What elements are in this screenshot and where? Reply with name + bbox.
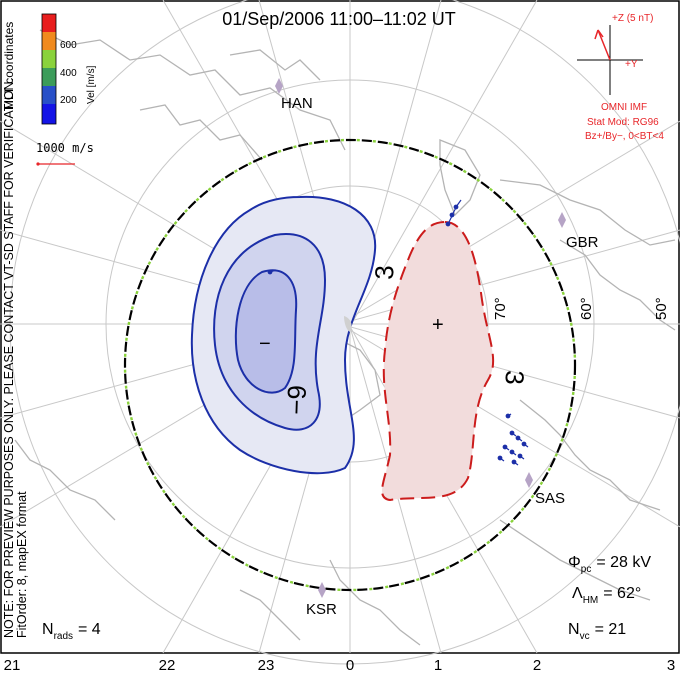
color-bar-border — [41, 13, 57, 125]
imf-bz-label: +Z (5 nT) — [612, 13, 653, 24]
imf-dial: +Z (5 nT) +Y OMNI IMF Stat Mod: RG96 Bz+… — [577, 13, 664, 142]
station-ksr-marker — [318, 582, 326, 598]
negative-contour-label: −9 — [281, 385, 312, 416]
color-bar-seg-3 — [42, 50, 56, 68]
negative-minimum-symbol: − — [259, 333, 271, 355]
color-bar-seg-6 — [42, 104, 56, 124]
mlt-axis: 21 22 23 0 1 2 3 — [4, 657, 676, 674]
vector-scale-dot — [36, 162, 40, 166]
mlt-label-3: 3 — [667, 657, 675, 674]
radar-stations: HAN GBR SAS KSR — [275, 78, 599, 618]
imf-vector-arrowhead — [594, 29, 604, 40]
station-gbr-label: GBR — [566, 234, 599, 251]
map-statistics: Φpc = 28 kV ΛHM = 62° Nvc = 21 Nrads = 4 — [42, 554, 651, 642]
station-sas-marker — [525, 472, 533, 488]
phi-pc-stat: Φpc = 28 kV — [568, 554, 651, 575]
nvc-stat: Nvc = 21 — [568, 621, 626, 642]
station-han-label: HAN — [281, 95, 313, 112]
positive-maximum-symbol: + — [432, 314, 444, 336]
color-bar-title: Vel [m/s] — [86, 65, 97, 104]
negative-contour-inner — [234, 269, 298, 394]
imf-by-label: +Y — [625, 59, 638, 70]
mlt-label-0: 0 — [346, 657, 354, 674]
map-title: 01/Sep/2006 11:00–11:02 UT — [222, 9, 456, 29]
color-bar-seg-5 — [42, 86, 56, 104]
color-bar-seg-2 — [42, 32, 56, 50]
imf-vector — [597, 29, 611, 61]
mlt-label-1: 1 — [434, 657, 442, 674]
positive-contour-label-upper: 3 — [369, 265, 399, 281]
vector-scale-label: 1000 m/s — [36, 141, 94, 155]
color-bar-seg-1 — [42, 14, 56, 32]
color-bar-tick-200: 200 — [60, 95, 77, 106]
hm-boundary — [123, 138, 577, 592]
imf-condition-label: Bz+/By−, 0<BT<4 — [585, 131, 664, 142]
negative-cell: −9 − — [190, 195, 377, 475]
latitude-label-60: 60° — [578, 297, 595, 320]
mlt-label-21: 21 — [4, 657, 21, 674]
positive-cell: 3 3 + — [369, 220, 530, 502]
velocity-vectors — [267, 199, 529, 466]
fit-order-label: FitOrder: 8, mapEX format — [15, 491, 29, 638]
mlt-label-23: 23 — [258, 657, 275, 674]
pole-marker — [344, 316, 352, 332]
nrads-stat: Nrads = 4 — [42, 621, 101, 642]
mlt-label-22: 22 — [159, 657, 176, 674]
positive-contour-label-lower: 3 — [499, 370, 529, 386]
mlt-label-2: 2 — [533, 657, 541, 674]
mlt-coordinates-label: MLT coordinates — [2, 22, 16, 110]
stat-mod-label: Stat Mod: RG96 — [587, 117, 659, 128]
color-bar-tick-600: 600 — [60, 40, 77, 51]
coastlines — [14, 29, 676, 646]
imf-source-label: OMNI IMF — [601, 102, 647, 113]
latitude-label-70: 70° — [492, 297, 509, 320]
station-gbr-marker — [558, 212, 566, 228]
station-han-marker — [275, 78, 283, 94]
color-bar-tick-400: 400 — [60, 68, 77, 79]
station-sas-label: SAS — [535, 490, 565, 507]
velocity-color-bar: 600 400 200 Vel [m/s] — [41, 13, 97, 125]
preview-note: NOTE: FOR PREVIEW PURPOSES ONLY. PLEASE … — [2, 78, 16, 638]
color-bar-seg-4 — [42, 68, 56, 86]
lambda-hm-stat: ΛHM = 62° — [572, 585, 641, 606]
station-ksr-label: KSR — [306, 601, 337, 618]
positive-contour — [381, 220, 495, 502]
latitude-label-50: 50° — [653, 297, 670, 320]
